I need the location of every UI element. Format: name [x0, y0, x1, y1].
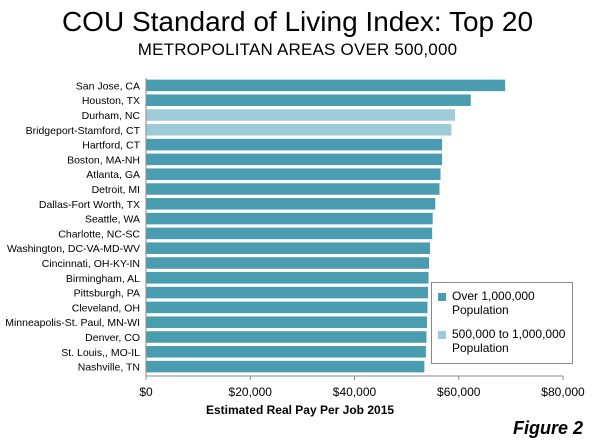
category-labels: San Jose, CA Houston, TX Durham, NC Bridgep…	[5, 80, 140, 373]
bar	[146, 94, 471, 106]
x-tick-label: $40,000	[333, 385, 377, 399]
bars-group	[146, 79, 506, 373]
category-label: St. Louis,, MO-IL	[61, 347, 140, 359]
x-tick-label: $80,000	[541, 385, 585, 399]
category-label: Boston, MA-NH	[67, 154, 140, 166]
category-label: Charlotte, NC-SC	[58, 228, 140, 240]
x-tick-label: $0	[139, 385, 153, 399]
chart-title: COU Standard of Living Index: Top 20	[61, 6, 534, 37]
category-label: Bridgeport-Stamford, CT	[26, 125, 141, 137]
bar	[146, 331, 427, 343]
bar	[146, 183, 440, 195]
bar	[146, 79, 506, 92]
bar	[146, 360, 425, 373]
figure-label: Figure 2	[512, 418, 583, 438]
category-label: Minneapolis-St. Paul, MN-WI	[5, 317, 140, 329]
bar	[146, 138, 443, 151]
bar	[146, 301, 428, 314]
category-label: Birmingham, AL	[66, 273, 140, 285]
bar	[146, 257, 430, 269]
bar	[146, 242, 431, 254]
chart-subtitle: METROPOLITAN AREAS OVER 500,000	[137, 40, 458, 59]
bar	[146, 124, 452, 136]
legend-label-medium: 500,000 to 1,000,000 Population	[452, 327, 566, 355]
legend-label-large: Over 1,000,000 Population	[452, 289, 535, 317]
bar	[146, 168, 441, 180]
category-label: Seattle, WA	[85, 214, 140, 226]
category-label: Washington, DC-VA-MD-WV	[7, 243, 140, 255]
category-label: San Jose, CA	[76, 80, 140, 92]
category-label: Nashville, TN	[78, 362, 140, 374]
x-axis-label: Estimated Real Pay Per Job 2015	[206, 403, 394, 417]
legend: Over 1,000,000 Population 500,000 to 1,0…	[431, 282, 573, 364]
category-label: Denver, CO	[85, 332, 140, 344]
category-label: Houston, TX	[82, 95, 140, 107]
category-label: Hartford, CT	[82, 140, 140, 152]
bar	[146, 212, 433, 225]
bar	[146, 109, 456, 121]
bar	[146, 316, 427, 328]
bar	[146, 272, 429, 284]
legend-swatch-medium	[438, 331, 446, 339]
bar	[146, 198, 436, 210]
bar	[146, 153, 443, 166]
bar	[146, 346, 426, 358]
x-tick-label: $20,000	[229, 385, 273, 399]
category-label: Atlanta, GA	[86, 169, 140, 181]
category-label: Cincinnati, OH-KY-IN	[42, 258, 140, 270]
category-label: Cleveland, OH	[72, 302, 140, 314]
x-axis: $0 $20,000 $40,000 $60,000 $80,000	[139, 78, 585, 399]
bar	[146, 227, 433, 240]
category-label: Detroit, MI	[92, 184, 140, 196]
x-tick-label: $60,000	[437, 385, 481, 399]
legend-swatch-large	[438, 293, 446, 301]
category-label: Pittsburgh, PA	[74, 288, 140, 300]
category-label: Dallas-Fort Worth, TX	[39, 199, 140, 211]
category-label: Durham, NC	[82, 110, 141, 122]
bar	[146, 286, 428, 299]
